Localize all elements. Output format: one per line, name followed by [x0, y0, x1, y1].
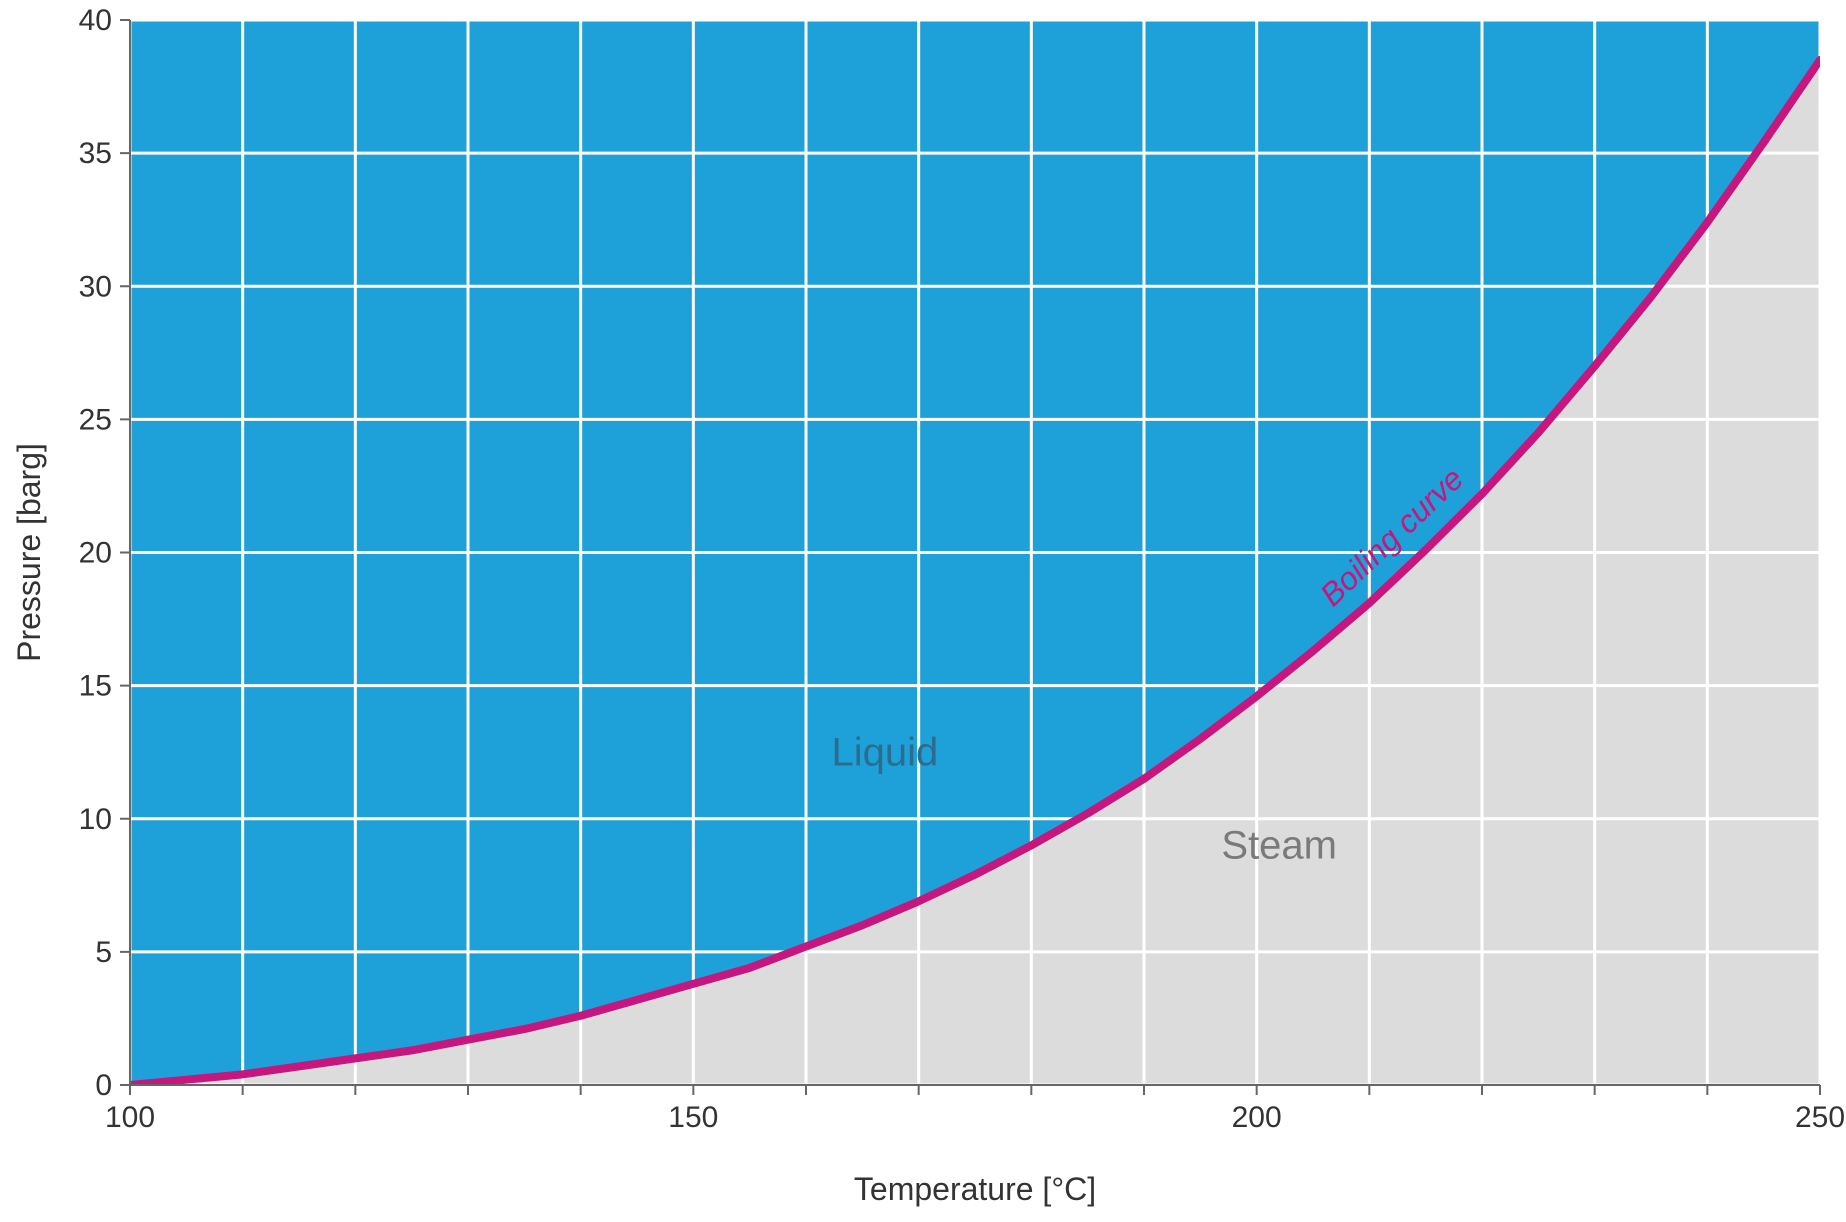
- y-tick-label: 30: [79, 270, 112, 303]
- chart-svg: 100 150 200 250 0 5 10 15 20 25 30 35 40 Temperature …: [0, 0, 1846, 1222]
- y-tick-label: 10: [79, 803, 112, 836]
- y-tick-label: 15: [79, 670, 112, 703]
- y-tick-label: 40: [79, 4, 112, 37]
- x-tick-label: 150: [668, 1101, 718, 1134]
- y-tick-label: 35: [79, 137, 112, 170]
- y-tick-label: 5: [95, 936, 112, 969]
- y-tick-label: 0: [95, 1069, 112, 1102]
- x-tick-label: 100: [105, 1101, 155, 1134]
- y-tick-label: 25: [79, 403, 112, 436]
- boiling-curve-chart: 100 150 200 250 0 5 10 15 20 25 30 35 40 Temperature …: [0, 0, 1846, 1222]
- y-tick-label: 20: [79, 537, 112, 570]
- x-tick-label: 250: [1795, 1101, 1845, 1134]
- y-axis-label: Pressure [barg]: [11, 443, 47, 662]
- label-steam: Steam: [1221, 824, 1337, 868]
- x-tick-label: 200: [1232, 1101, 1282, 1134]
- label-liquid: Liquid: [831, 731, 938, 775]
- x-axis-label: Temperature [°C]: [854, 1171, 1096, 1207]
